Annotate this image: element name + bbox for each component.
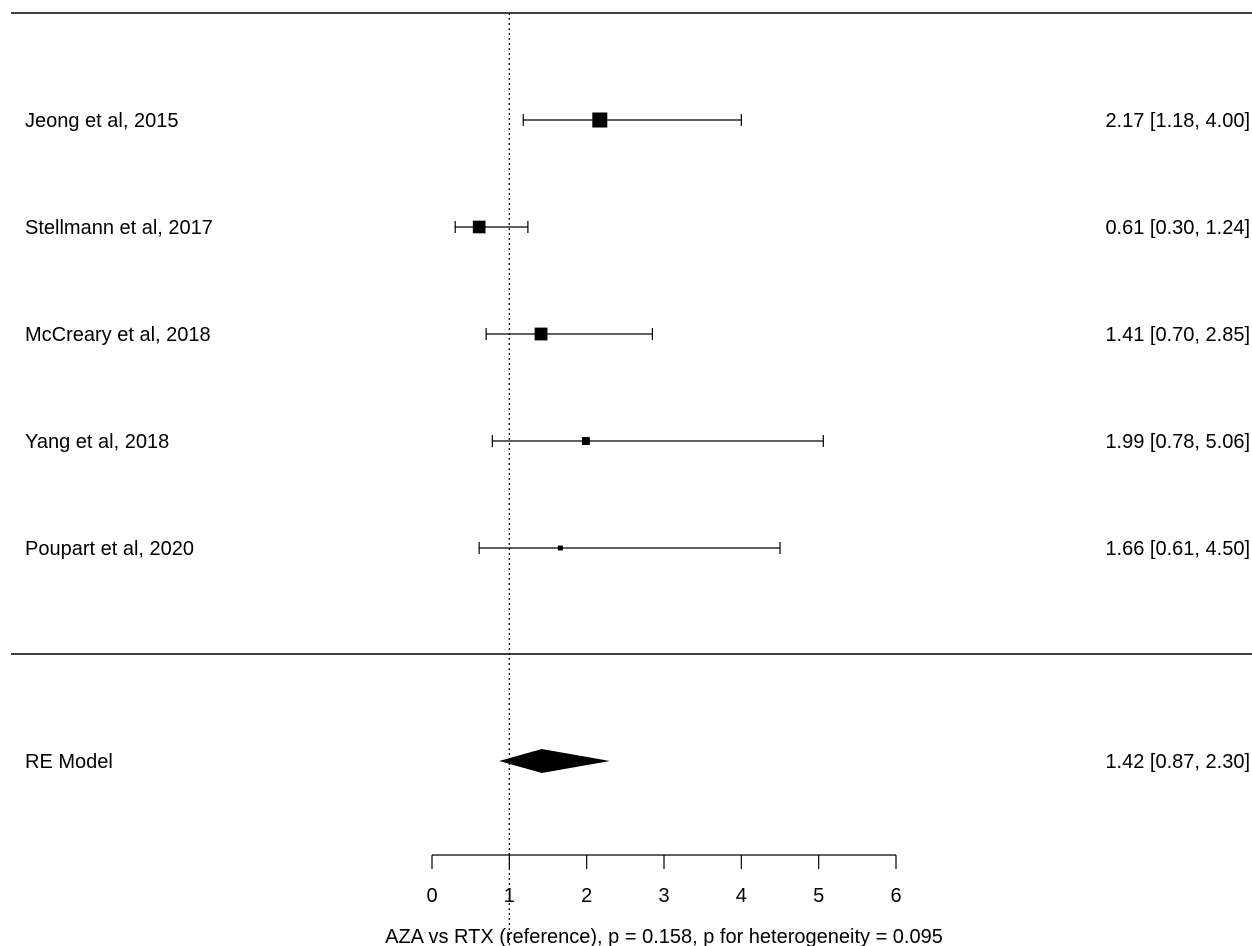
study-label: Stellmann et al, 2017 [25,217,213,239]
study-ci-text: 1.66 [0.61, 4.50] [1105,538,1250,560]
x-axis: 0 1 2 3 4 5 6 [426,854,902,907]
study-row: Yang et al, 2018 1.99 [0.78, 5.06] [25,431,1250,453]
point-estimate-marker [581,437,590,445]
x-tick-label: 5 [813,885,824,907]
x-tick-label: 6 [890,885,901,907]
x-tick-label: 1 [504,885,515,907]
study-row: Jeong et al, 2015 2.17 [1.18, 4.00] [25,110,1250,132]
summary-label: RE Model [25,751,113,773]
study-label: Poupart et al, 2020 [25,538,194,560]
study-ci-text: 0.61 [0.30, 1.24] [1105,217,1250,239]
study-label: Jeong et al, 2015 [25,110,178,132]
study-ci-text: 1.41 [0.70, 2.85] [1105,324,1250,346]
point-estimate-marker [557,545,563,551]
x-tick-label: 3 [658,885,669,907]
x-tick-label: 2 [581,885,592,907]
study-row: McCreary et al, 2018 1.41 [0.70, 2.85] [25,324,1250,346]
x-tick-label: 4 [736,885,747,907]
study-ci-text: 2.17 [1.18, 4.00] [1105,110,1250,132]
x-axis-title: AZA vs RTX (reference), p = 0.158, p for… [385,926,943,946]
study-rows: Jeong et al, 2015 2.17 [1.18, 4.00] Stellm… [25,110,1250,560]
point-estimate-marker [592,112,608,128]
summary-diamond [499,749,610,773]
x-tick-label: 0 [426,885,437,907]
study-label: Yang et al, 2018 [25,431,169,453]
point-estimate-marker [534,327,548,341]
summary-row: RE Model 1.42 [0.87, 2.30] [25,749,1250,773]
study-label: McCreary et al, 2018 [25,324,211,346]
study-row: Poupart et al, 2020 1.66 [0.61, 4.50] [25,538,1250,560]
point-estimate-marker [472,220,486,234]
study-ci-text: 1.99 [0.78, 5.06] [1105,431,1250,453]
summary-ci-text: 1.42 [0.87, 2.30] [1105,751,1250,773]
study-row: Stellmann et al, 2017 0.61 [0.30, 1.24] [25,217,1250,239]
